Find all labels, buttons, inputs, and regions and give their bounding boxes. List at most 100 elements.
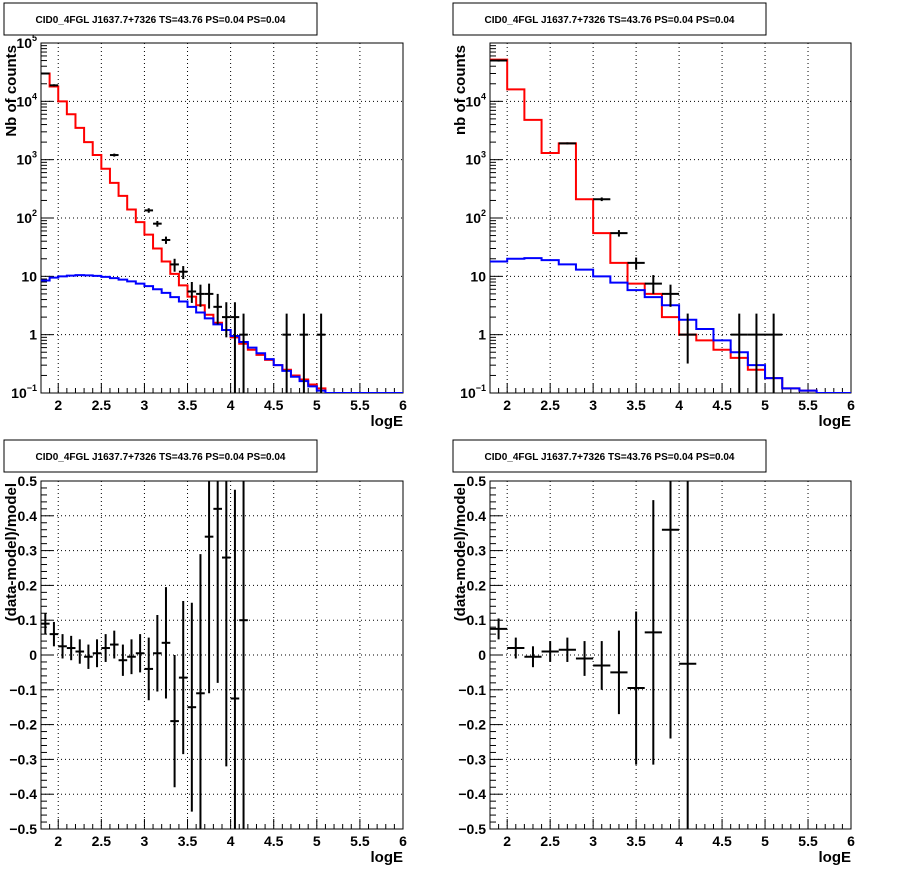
data-point bbox=[84, 644, 93, 669]
y-tick-exponent: 4 bbox=[32, 91, 37, 101]
y-tick-label: 103 bbox=[16, 150, 37, 168]
x-tick-label: 2 bbox=[503, 833, 511, 849]
x-tick-label: 5.5 bbox=[798, 397, 818, 413]
data-point bbox=[524, 646, 542, 668]
chart-title: CID0_4FGL J1637.7+7326 TS=43.76 PS=0.04 … bbox=[485, 15, 735, 26]
title-box bbox=[3, 2, 318, 36]
data-point bbox=[187, 281, 197, 303]
x-tick-label: 5.5 bbox=[798, 833, 818, 849]
data-point bbox=[222, 302, 231, 338]
y-tick-label: −0.1 bbox=[9, 682, 37, 698]
y-tick-label: 102 bbox=[465, 208, 486, 226]
y-tick-label: 0.1 bbox=[467, 612, 487, 628]
x-tick-label: 2 bbox=[54, 397, 62, 413]
y-tick-label: 0.3 bbox=[18, 543, 38, 559]
x-tick-label: 2 bbox=[54, 833, 62, 849]
data-point bbox=[213, 293, 222, 325]
data-point bbox=[230, 489, 240, 829]
data-point bbox=[593, 197, 611, 202]
data-point bbox=[222, 481, 231, 767]
title-box bbox=[3, 439, 318, 473]
data-point bbox=[610, 230, 628, 237]
y-axis-label: (data-model)/model bbox=[452, 483, 469, 621]
y-tick-base: 10 bbox=[21, 268, 37, 284]
data-point bbox=[118, 644, 128, 676]
x-tick-label: 3.5 bbox=[626, 397, 646, 413]
y-tick-exponent: 3 bbox=[32, 150, 37, 160]
data-point bbox=[41, 613, 50, 635]
histogram-total-model bbox=[41, 72, 403, 393]
data-point bbox=[49, 84, 59, 87]
y-tick-label: 10−1 bbox=[11, 383, 37, 401]
y-tick-base: 10 bbox=[11, 385, 27, 401]
y-tick-base: 10 bbox=[465, 93, 481, 109]
title-box bbox=[452, 439, 767, 473]
x-tick-label: 3 bbox=[589, 397, 597, 413]
data-point bbox=[230, 302, 240, 393]
y-tick-label: −0.3 bbox=[458, 751, 486, 767]
data-layer bbox=[41, 481, 248, 829]
x-tick-label: 6 bbox=[399, 397, 407, 413]
data-layer bbox=[490, 58, 851, 393]
y-tick-label: −0.1 bbox=[458, 682, 486, 698]
y-tick-label: 10 bbox=[21, 268, 37, 284]
y-tick-exponent: 5 bbox=[32, 33, 37, 43]
histogram-background-model bbox=[41, 274, 403, 393]
y-tick-label: 102 bbox=[16, 208, 37, 226]
chart-panel-residuals_left: CID0_4FGL J1637.7+7326 TS=43.76 PS=0.04 … bbox=[3, 439, 407, 866]
data-point bbox=[490, 59, 508, 62]
y-tick-label: 0.4 bbox=[18, 508, 38, 524]
x-axis-label: logE bbox=[371, 849, 404, 866]
data-point bbox=[679, 313, 697, 364]
data-point bbox=[170, 258, 179, 272]
data-point bbox=[541, 641, 559, 662]
data-point bbox=[610, 630, 628, 715]
data-point bbox=[144, 637, 154, 701]
chart-title: CID0_4FGL J1637.7+7326 TS=43.76 PS=0.04 … bbox=[485, 452, 735, 463]
y-axis-label: Nb of counts bbox=[3, 45, 20, 137]
y-tick-label: −0.5 bbox=[9, 821, 37, 837]
data-point bbox=[196, 554, 205, 829]
y-tick-label: −0.4 bbox=[458, 786, 486, 802]
x-tick-label: 5.5 bbox=[350, 397, 370, 413]
chart-panel-residuals_right: CID0_4FGL J1637.7+7326 TS=43.76 PS=0.04 … bbox=[452, 439, 855, 866]
y-tick-label: 1 bbox=[29, 327, 37, 343]
data-point bbox=[316, 313, 326, 393]
y-tick-base: 10 bbox=[470, 268, 486, 284]
data-layer bbox=[490, 481, 697, 829]
data-point bbox=[661, 284, 680, 307]
y-tick-label: −0.2 bbox=[458, 717, 486, 733]
data-point bbox=[282, 313, 291, 393]
data-layer bbox=[41, 72, 403, 393]
y-tick-base: 10 bbox=[16, 210, 32, 226]
y-tick-label: −0.3 bbox=[9, 751, 37, 767]
x-tick-label: 4 bbox=[675, 833, 683, 849]
data-point bbox=[58, 634, 67, 659]
data-point bbox=[661, 481, 680, 739]
x-tick-label: 2.5 bbox=[540, 397, 560, 413]
data-point bbox=[66, 635, 76, 661]
y-tick-label: 0.1 bbox=[18, 612, 38, 628]
data-point bbox=[204, 283, 214, 309]
data-point bbox=[558, 637, 576, 662]
x-tick-label: 5 bbox=[313, 397, 321, 413]
x-tick-label: 5 bbox=[761, 397, 769, 413]
chart-title: CID0_4FGL J1637.7+7326 TS=43.76 PS=0.04 … bbox=[36, 452, 286, 463]
data-point bbox=[135, 634, 145, 673]
data-point bbox=[299, 313, 309, 393]
data-point bbox=[41, 72, 50, 75]
y-tick-label: 0.5 bbox=[18, 473, 38, 489]
y-axis-label: (data-model)/model bbox=[3, 483, 20, 621]
data-point bbox=[170, 655, 179, 788]
y-tick-exponent: 2 bbox=[32, 208, 37, 218]
y-tick-label: −0.5 bbox=[458, 821, 486, 837]
x-tick-label: 6 bbox=[847, 397, 855, 413]
x-tick-label: 3 bbox=[141, 397, 149, 413]
y-tick-label: −0.2 bbox=[9, 717, 37, 733]
data-point bbox=[575, 641, 594, 676]
y-tick-base: 10 bbox=[16, 93, 32, 109]
y-tick-exponent: −1 bbox=[476, 383, 486, 393]
x-tick-label: 2.5 bbox=[540, 833, 560, 849]
data-point bbox=[558, 142, 576, 145]
x-tick-label: 6 bbox=[399, 833, 407, 849]
